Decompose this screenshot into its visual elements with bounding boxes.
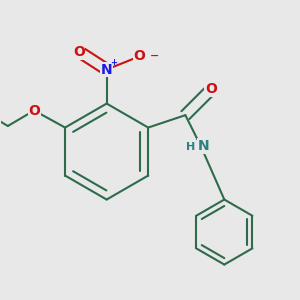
Text: O: O: [205, 82, 217, 97]
Text: N: N: [101, 62, 112, 76]
Text: N: N: [197, 139, 209, 153]
Text: −: −: [150, 51, 159, 61]
Text: O: O: [133, 50, 145, 64]
Text: H: H: [186, 142, 196, 152]
Text: O: O: [73, 45, 85, 59]
Text: +: +: [110, 58, 117, 67]
Text: O: O: [28, 103, 40, 118]
